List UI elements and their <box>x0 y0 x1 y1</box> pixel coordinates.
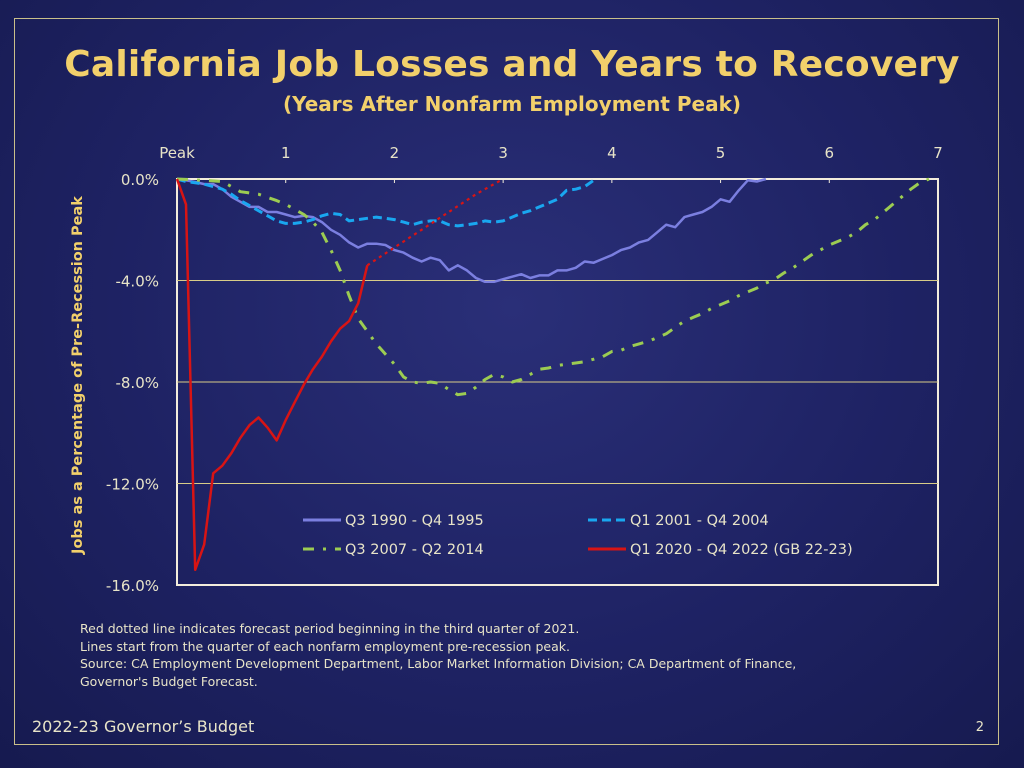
y-axis-label: Jobs as a Percentage of Pre-Recession Pe… <box>70 196 86 555</box>
legend-label: Q3 1990 - Q4 1995 <box>345 513 484 529</box>
chart-notes: Red dotted line indicates forecast perio… <box>80 620 960 690</box>
slide-subtitle: (Years After Nonfarm Employment Peak) <box>282 92 742 116</box>
series-line-2020-forecast <box>366 178 504 267</box>
note-source-cont: Governor's Budget Forecast. <box>80 673 258 689</box>
y-tick-label: -4.0% <box>115 273 159 291</box>
note-start: Lines start from the quarter of each non… <box>80 638 570 654</box>
note-source: Source: CA Employment Development Depart… <box>80 656 797 671</box>
x-tick-label: 5 <box>716 144 726 162</box>
slide-border <box>14 18 999 745</box>
x-tick-label: 4 <box>607 144 617 162</box>
y-tick-label: -12.0% <box>106 476 159 494</box>
x-tick-label: Peak <box>159 144 195 162</box>
legend-label: Q1 2001 - Q4 2004 <box>630 513 769 529</box>
note-forecast: Red dotted line indicates forecast perio… <box>80 621 580 636</box>
x-tick-label: 6 <box>825 144 835 162</box>
y-tick-label: 0.0% <box>121 171 159 189</box>
y-tick-label: -8.0% <box>115 374 159 392</box>
slide-title: California Job Losses and Years to Recov… <box>64 44 960 85</box>
x-tick-label: 7 <box>933 144 943 162</box>
y-tick-label: -16.0% <box>106 577 159 595</box>
footer-budget-label: 2022-23 Governor’s Budget <box>32 717 255 736</box>
legend-label: Q3 2007 - Q2 2014 <box>345 542 484 558</box>
x-tick-label: 3 <box>498 144 508 162</box>
x-tick-label: 2 <box>390 144 400 162</box>
series-line-0 <box>176 177 767 284</box>
series-line-2 <box>176 177 930 397</box>
series-line-1 <box>176 177 595 228</box>
legend-label: Q1 2020 - Q4 2022 (GB 22-23) <box>630 542 853 558</box>
series-line-2020-actual <box>175 178 369 572</box>
x-tick-label: 1 <box>281 144 291 162</box>
page-number: 2 <box>975 720 984 735</box>
